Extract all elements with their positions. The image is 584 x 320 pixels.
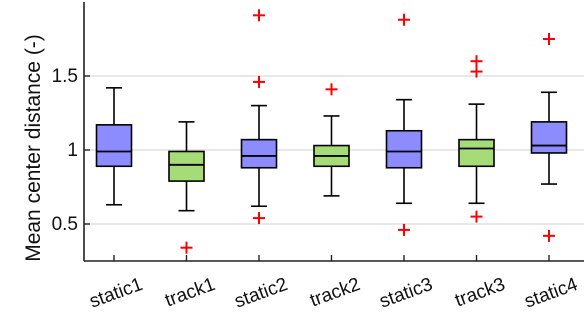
- outlier-marker: [325, 83, 338, 96]
- box-group-track3: [458, 55, 495, 223]
- box-iqr: [95, 124, 133, 168]
- y-tick-label: 0.5: [52, 214, 78, 235]
- box-iqr: [168, 150, 205, 182]
- box-group-static2: [240, 9, 278, 225]
- y-tick-label: 1.5: [52, 66, 78, 87]
- y-axis-label: Mean center distance (-): [22, 34, 45, 262]
- outlier-marker: [543, 33, 555, 45]
- box-group-static3: [385, 13, 423, 236]
- box-iqr: [458, 138, 495, 168]
- x-tick-label-track3: track3: [452, 274, 508, 311]
- box-iqr: [530, 121, 568, 154]
- outlier-marker: [470, 65, 483, 78]
- outlier-marker: [253, 9, 265, 22]
- x-tick-label-static3: static3: [377, 274, 436, 313]
- x-tick-label-track1: track1: [162, 274, 218, 311]
- box-iqr: [385, 129, 423, 169]
- box-group-track1: [168, 121, 205, 254]
- x-tick-label-static4: static4: [522, 274, 581, 313]
- outlier-marker: [253, 75, 265, 88]
- plot-layer: [95, 9, 568, 254]
- box-group-static1: [95, 87, 133, 206]
- x-tick-label-static2: static2: [232, 274, 291, 313]
- outlier-marker: [398, 13, 410, 26]
- box-iqr: [240, 138, 278, 169]
- outlier-marker: [180, 241, 193, 254]
- x-tick-label-track2: track2: [307, 274, 363, 311]
- outlier-marker: [543, 229, 555, 242]
- outlier-marker: [470, 55, 483, 68]
- outlier-marker: [253, 212, 265, 225]
- outlier-marker: [470, 210, 483, 223]
- x-tick-label-static1: static1: [87, 274, 146, 313]
- box-group-track2: [313, 83, 350, 197]
- y-tick-label: 1: [67, 140, 78, 161]
- outlier-marker: [398, 223, 410, 236]
- box-group-static4: [530, 33, 568, 242]
